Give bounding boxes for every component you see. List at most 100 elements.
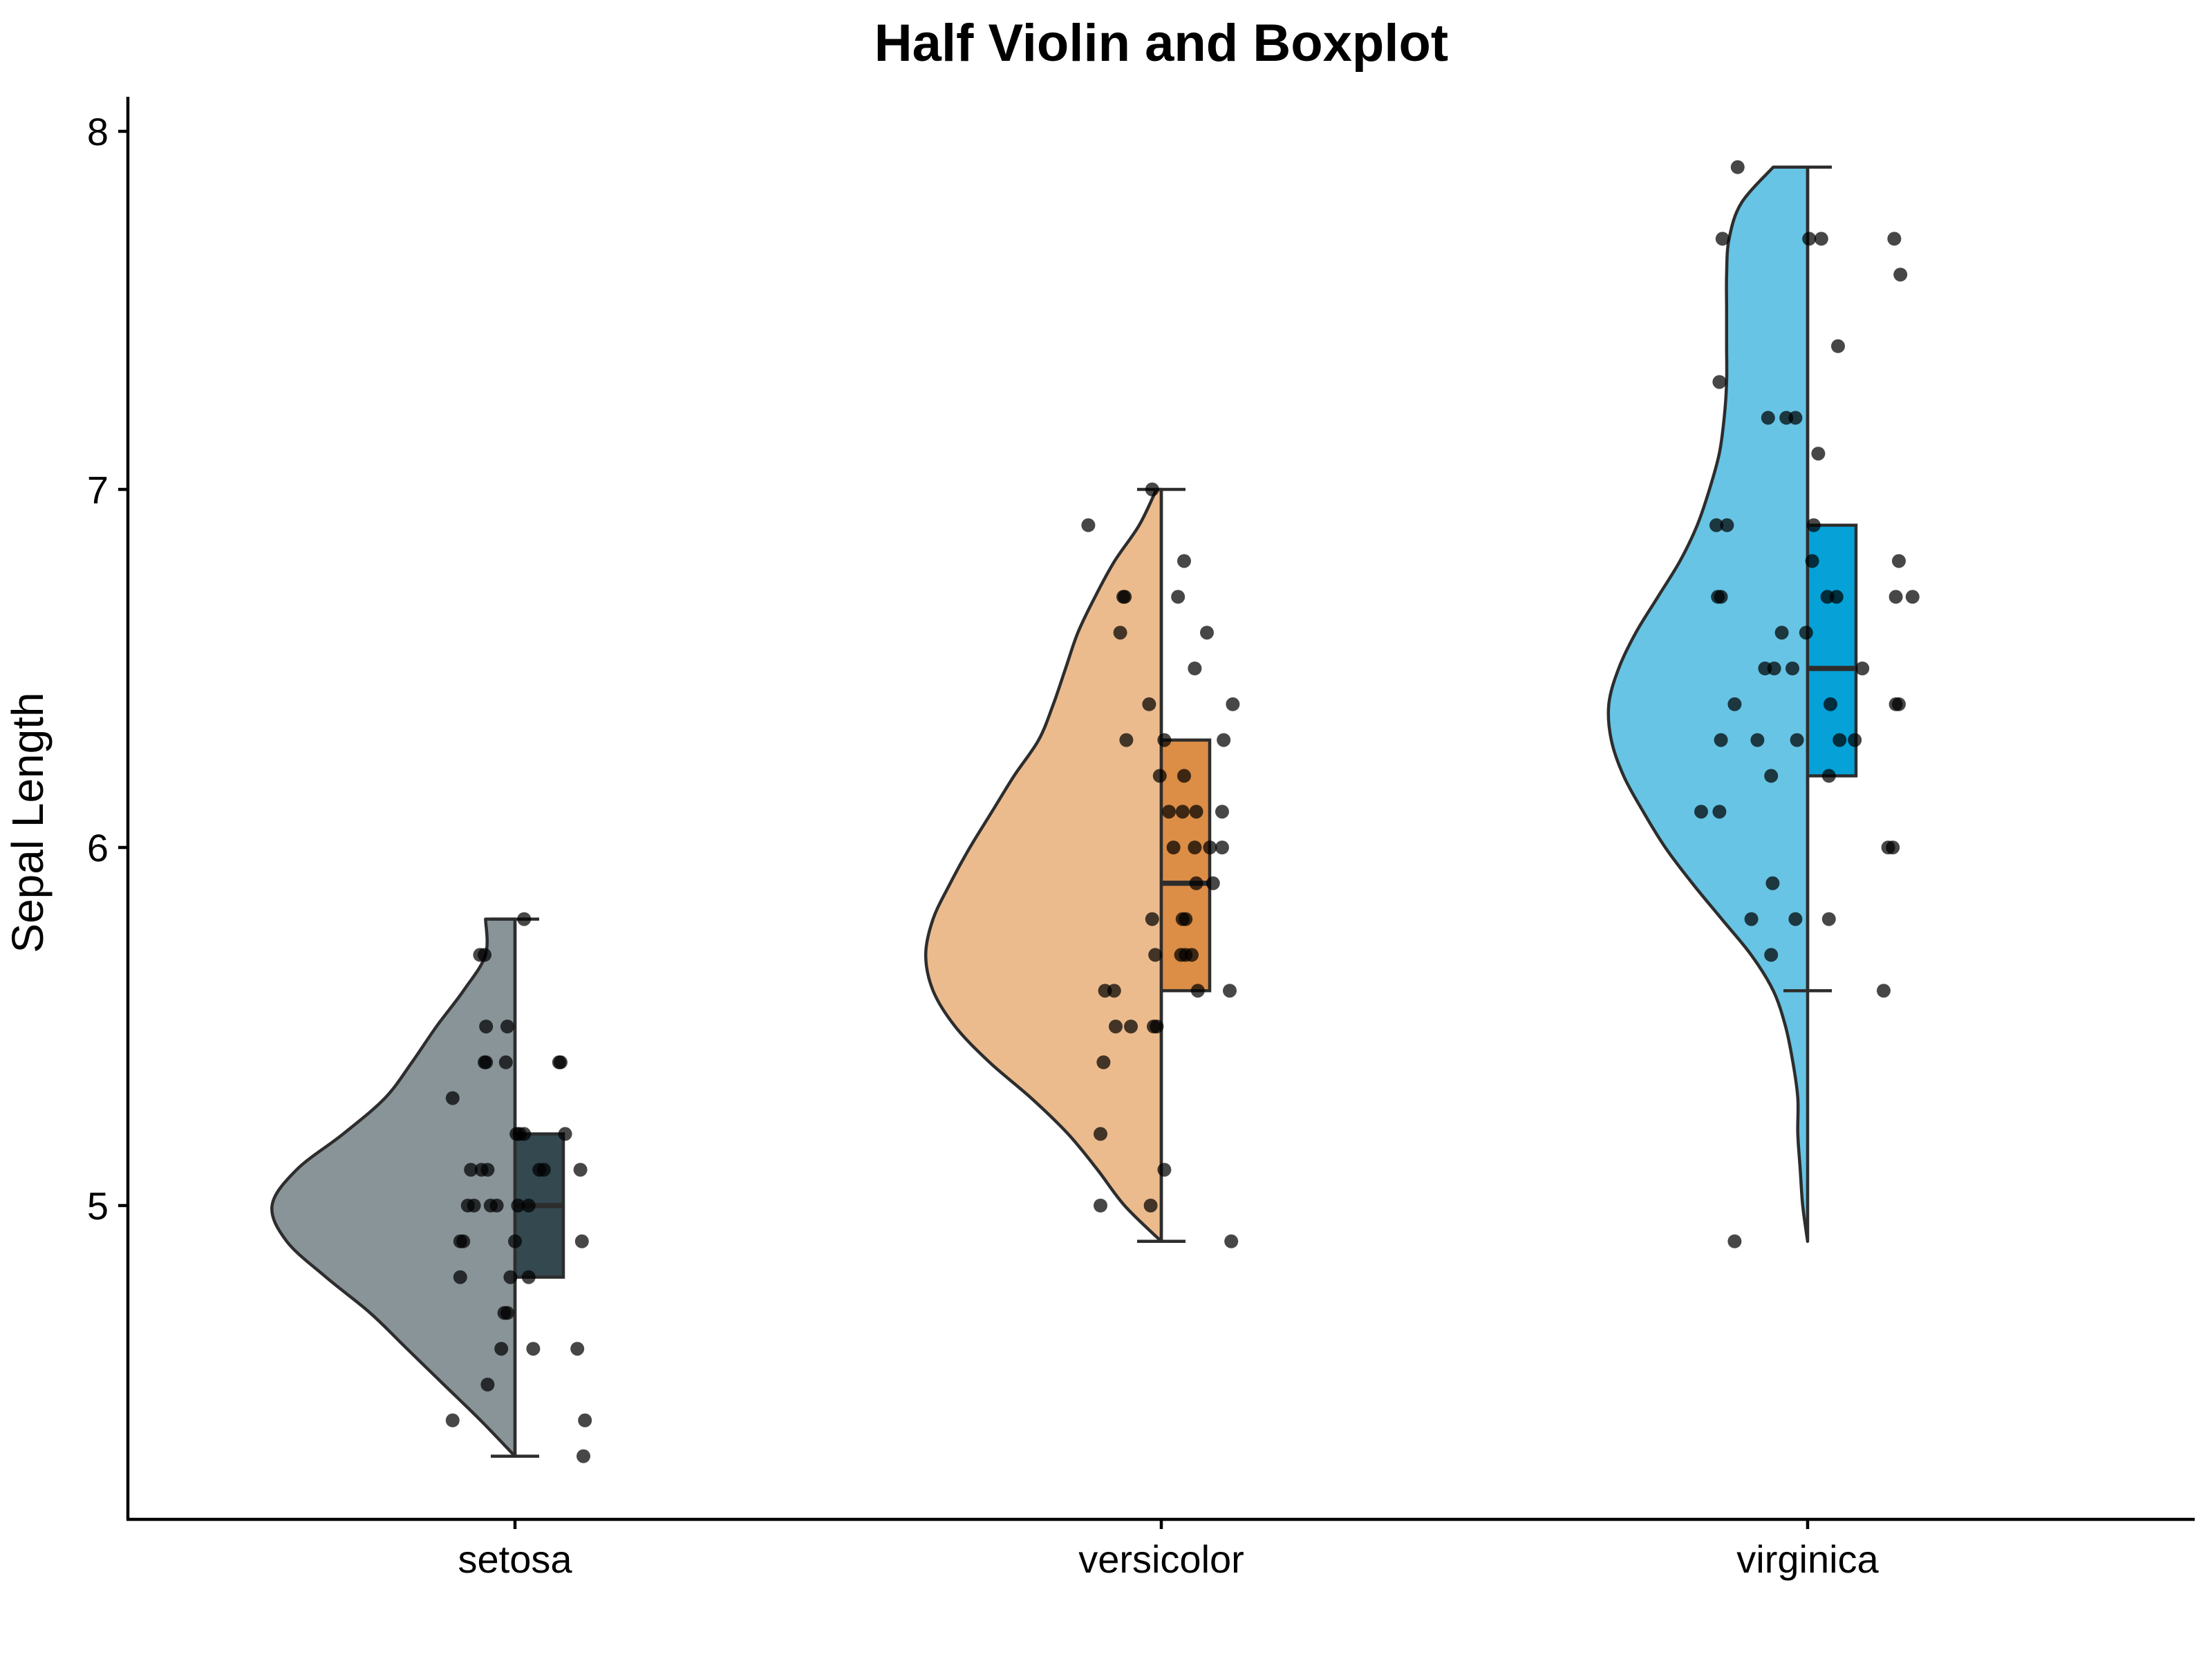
data-point-setosa (480, 1163, 495, 1177)
data-point-virginica (1829, 590, 1844, 604)
data-point-versicolor (1116, 590, 1130, 604)
data-point-versicolor (1148, 948, 1163, 962)
violin-virginica (1606, 165, 1810, 1244)
data-point-versicolor (1113, 626, 1127, 640)
data-point-virginica (1802, 232, 1817, 246)
data-point-virginica (1765, 876, 1780, 890)
data-point-virginica (1720, 518, 1734, 532)
data-point-virginica (1814, 232, 1828, 246)
data-point-versicolor (1109, 1020, 1123, 1033)
data-point-setosa (521, 1199, 536, 1212)
data-point-versicolor (1226, 697, 1240, 711)
data-point-versicolor (1189, 805, 1203, 819)
data-point-virginica (1715, 232, 1730, 246)
data-point-setosa (498, 1055, 513, 1069)
x-tick-label: setosa (458, 1537, 573, 1581)
data-point-versicolor (1206, 876, 1220, 890)
points-layer (445, 160, 1920, 1463)
data-point-versicolor (1107, 984, 1121, 998)
data-point-setosa (445, 1091, 460, 1105)
data-point-versicolor (1215, 805, 1229, 819)
x-tick-label: virginica (1736, 1537, 1879, 1581)
data-point-virginica (1905, 590, 1920, 604)
data-point-setosa (494, 1342, 509, 1356)
data-point-virginica (1886, 841, 1900, 854)
data-point-virginica (1833, 733, 1847, 747)
data-point-versicolor (1143, 1199, 1158, 1212)
data-point-setosa (578, 1413, 592, 1427)
data-point-setosa (467, 1199, 481, 1212)
data-point-setosa (478, 948, 491, 962)
data-point-virginica (1694, 805, 1708, 819)
violin-setosa (270, 917, 517, 1458)
data-point-virginica (1709, 518, 1723, 532)
data-point-versicolor (1162, 805, 1176, 819)
data-point-versicolor (1190, 984, 1205, 998)
data-point-virginica (1730, 160, 1745, 174)
data-point-virginica (1805, 554, 1819, 568)
y-tick-label: 5 (87, 1184, 109, 1228)
data-point-setosa (479, 1020, 494, 1033)
box-virginica (1806, 523, 1858, 778)
data-point-setosa (453, 1270, 467, 1284)
data-point-virginica (1893, 268, 1908, 282)
data-point-virginica (1821, 769, 1836, 783)
data-point-versicolor (1147, 1020, 1161, 1033)
data-point-versicolor (1094, 1199, 1107, 1212)
data-point-virginica (1811, 447, 1826, 461)
data-point-virginica (1764, 769, 1779, 783)
data-point-versicolor (1094, 1127, 1107, 1141)
data-point-setosa (453, 1234, 467, 1248)
violin-versicolor (924, 487, 1163, 1244)
data-point-virginica (1774, 626, 1789, 640)
data-point-setosa (479, 1055, 494, 1069)
data-point-setosa (517, 912, 532, 926)
data-point-virginica (1831, 339, 1845, 353)
x-tick-label: versicolor (1078, 1537, 1244, 1581)
data-point-versicolor (1203, 841, 1217, 854)
data-point-setosa (489, 1199, 504, 1212)
data-point-setosa (521, 1270, 536, 1284)
data-point-setosa (517, 1127, 532, 1141)
data-point-versicolor (1152, 769, 1167, 783)
data-point-setosa (511, 1199, 525, 1212)
data-point-virginica (1727, 697, 1742, 711)
chart-title: Half Violin and Boxplot (874, 14, 1448, 73)
data-point-virginica (1892, 554, 1906, 568)
data-point-versicolor (1177, 554, 1191, 568)
data-point-versicolor (1119, 733, 1134, 747)
data-point-virginica (1821, 912, 1836, 926)
data-point-virginica (1790, 733, 1804, 747)
data-point-setosa (503, 1270, 518, 1284)
data-point-virginica (1799, 626, 1813, 640)
data-point-versicolor (1166, 841, 1181, 854)
data-point-virginica (1779, 411, 1794, 425)
data-point-virginica (1785, 662, 1799, 675)
data-point-versicolor (1145, 912, 1159, 926)
data-point-versicolor (1223, 984, 1237, 998)
data-point-virginica (1848, 733, 1862, 747)
data-point-virginica (1712, 375, 1727, 389)
data-point-setosa (574, 1234, 589, 1248)
data-point-virginica (1887, 232, 1902, 246)
data-point-setosa (570, 1342, 585, 1356)
data-point-versicolor (1145, 482, 1159, 496)
data-point-versicolor (1096, 1055, 1111, 1069)
data-point-virginica (1855, 662, 1870, 675)
data-point-versicolor (1157, 1163, 1172, 1177)
data-point-versicolor (1224, 1234, 1239, 1248)
data-point-versicolor (1188, 662, 1202, 675)
data-point-virginica (1764, 948, 1779, 962)
data-point-setosa (554, 1055, 568, 1069)
data-point-setosa (464, 1163, 478, 1177)
data-point-virginica (1712, 805, 1727, 819)
data-point-virginica (1750, 733, 1765, 747)
data-point-virginica (1714, 590, 1728, 604)
data-point-virginica (1888, 590, 1903, 604)
data-point-versicolor (1142, 697, 1156, 711)
data-point-versicolor (1124, 1020, 1138, 1033)
data-point-versicolor (1200, 626, 1214, 640)
data-point-virginica (1761, 411, 1775, 425)
